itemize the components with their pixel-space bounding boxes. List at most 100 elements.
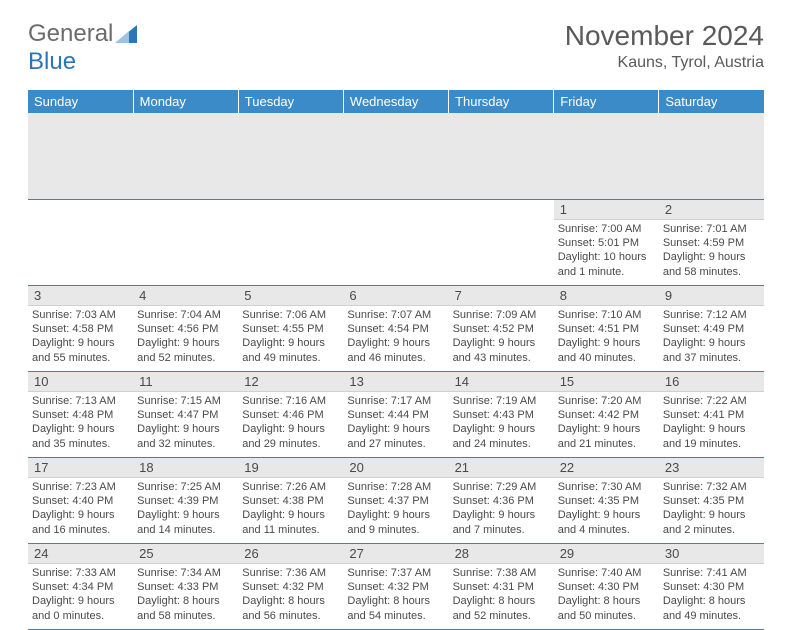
day-detail-line: Sunset: 4:42 PM [558,408,655,422]
day-number: 22 [554,458,659,478]
location: Kauns, Tyrol, Austria [565,54,764,72]
logo: General Blue [28,20,137,76]
day-detail-line: and 9 minutes. [347,523,444,537]
calendar-week-row: 24Sunrise: 7:33 AMSunset: 4:34 PMDayligh… [28,543,764,629]
weekday-header: Tuesday [238,90,343,113]
day-detail-line: Sunrise: 7:22 AM [663,394,760,408]
calendar-day-cell: 16Sunrise: 7:22 AMSunset: 4:41 PMDayligh… [659,371,764,457]
day-number: 26 [238,544,343,564]
calendar-day-cell: 27Sunrise: 7:37 AMSunset: 4:32 PMDayligh… [343,543,448,629]
day-detail-line: Daylight: 10 hours [558,250,655,264]
day-detail-line: Sunrise: 7:28 AM [347,480,444,494]
day-number: 16 [659,372,764,392]
day-details: Sunrise: 7:16 AMSunset: 4:46 PMDaylight:… [238,392,343,453]
day-details: Sunrise: 7:22 AMSunset: 4:41 PMDaylight:… [659,392,764,453]
calendar-day-cell: 26Sunrise: 7:36 AMSunset: 4:32 PMDayligh… [238,543,343,629]
day-detail-line: Sunrise: 7:34 AM [137,566,234,580]
day-detail-line: Daylight: 9 hours [137,336,234,350]
day-detail-line: Sunset: 4:52 PM [453,322,550,336]
weekday-header: Saturday [659,90,764,113]
day-detail-line: and 7 minutes. [453,523,550,537]
day-detail-line: and 27 minutes. [347,437,444,451]
day-detail-line: Daylight: 8 hours [558,594,655,608]
day-detail-line: Sunrise: 7:37 AM [347,566,444,580]
day-number: 12 [238,372,343,392]
day-number: 21 [449,458,554,478]
calendar-day-cell: 7Sunrise: 7:09 AMSunset: 4:52 PMDaylight… [449,285,554,371]
calendar-day-cell: 25Sunrise: 7:34 AMSunset: 4:33 PMDayligh… [133,543,238,629]
calendar-day-cell: 8Sunrise: 7:10 AMSunset: 4:51 PMDaylight… [554,285,659,371]
day-detail-line: Sunset: 4:33 PM [137,580,234,594]
day-detail-line: Sunset: 4:46 PM [242,408,339,422]
day-detail-line: Sunset: 4:43 PM [453,408,550,422]
day-details: Sunrise: 7:10 AMSunset: 4:51 PMDaylight:… [554,306,659,367]
day-detail-line: Daylight: 9 hours [32,508,129,522]
day-detail-line: Sunrise: 7:12 AM [663,308,760,322]
day-detail-line: Sunrise: 7:04 AM [137,308,234,322]
day-number: 29 [554,544,659,564]
calendar-day-cell: 5Sunrise: 7:06 AMSunset: 4:55 PMDaylight… [238,285,343,371]
day-detail-line: Sunset: 5:01 PM [558,236,655,250]
day-detail-line: and 52 minutes. [137,351,234,365]
day-detail-line: and 46 minutes. [347,351,444,365]
day-number: 8 [554,286,659,306]
day-detail-line: Sunset: 4:39 PM [137,494,234,508]
day-number: 7 [449,286,554,306]
day-detail-line: Sunset: 4:54 PM [347,322,444,336]
day-number: 1 [554,200,659,220]
day-detail-line: Daylight: 9 hours [137,422,234,436]
day-detail-line: and 56 minutes. [242,609,339,623]
weekday-header: Sunday [28,90,133,113]
day-detail-line: Sunset: 4:32 PM [242,580,339,594]
day-detail-line: Daylight: 9 hours [347,422,444,436]
day-detail-line: Sunrise: 7:01 AM [663,222,760,236]
calendar-day-cell: 30Sunrise: 7:41 AMSunset: 4:30 PMDayligh… [659,543,764,629]
day-details: Sunrise: 7:38 AMSunset: 4:31 PMDaylight:… [449,564,554,625]
day-detail-line: Sunset: 4:41 PM [663,408,760,422]
calendar-day-cell [238,199,343,285]
day-detail-line: Sunset: 4:56 PM [137,322,234,336]
day-detail-line: Daylight: 9 hours [663,422,760,436]
day-detail-line: Sunset: 4:58 PM [32,322,129,336]
calendar-day-cell: 9Sunrise: 7:12 AMSunset: 4:49 PMDaylight… [659,285,764,371]
header: General Blue November 2024 Kauns, Tyrol,… [0,0,792,84]
day-details: Sunrise: 7:09 AMSunset: 4:52 PMDaylight:… [449,306,554,367]
day-detail-line: and 49 minutes. [242,351,339,365]
day-detail-line: and 55 minutes. [32,351,129,365]
logo-sail-icon [115,25,137,48]
day-detail-line: Sunset: 4:49 PM [663,322,760,336]
day-detail-line: Sunrise: 7:16 AM [242,394,339,408]
day-detail-line: and 58 minutes. [137,609,234,623]
calendar-day-cell: 23Sunrise: 7:32 AMSunset: 4:35 PMDayligh… [659,457,764,543]
day-number: 28 [449,544,554,564]
day-detail-line: Daylight: 9 hours [558,508,655,522]
day-detail-line: Sunset: 4:30 PM [558,580,655,594]
day-detail-line: Sunrise: 7:10 AM [558,308,655,322]
day-detail-line: Daylight: 9 hours [242,336,339,350]
day-number: 30 [659,544,764,564]
calendar-day-cell: 21Sunrise: 7:29 AMSunset: 4:36 PMDayligh… [449,457,554,543]
day-detail-line: Daylight: 9 hours [137,508,234,522]
day-detail-line: Sunset: 4:34 PM [32,580,129,594]
day-detail-line: and 16 minutes. [32,523,129,537]
day-number: 14 [449,372,554,392]
weekday-header-row: SundayMondayTuesdayWednesdayThursdayFrid… [28,90,764,113]
day-number: 19 [238,458,343,478]
day-detail-line: Daylight: 9 hours [663,250,760,264]
day-detail-line: and 54 minutes. [347,609,444,623]
day-detail-line: and 43 minutes. [453,351,550,365]
day-detail-line: Daylight: 9 hours [242,508,339,522]
day-detail-line: Daylight: 9 hours [347,508,444,522]
calendar-day-cell [343,199,448,285]
logo-text-blue: Blue [28,48,76,75]
day-detail-line: and 4 minutes. [558,523,655,537]
day-details: Sunrise: 7:12 AMSunset: 4:49 PMDaylight:… [659,306,764,367]
day-number: 9 [659,286,764,306]
day-detail-line: Sunrise: 7:25 AM [137,480,234,494]
day-detail-line: Daylight: 9 hours [347,336,444,350]
day-number: 27 [343,544,448,564]
calendar-day-cell: 1Sunrise: 7:00 AMSunset: 5:01 PMDaylight… [554,199,659,285]
day-detail-line: Sunset: 4:59 PM [663,236,760,250]
calendar-table: SundayMondayTuesdayWednesdayThursdayFrid… [28,90,764,630]
day-details: Sunrise: 7:06 AMSunset: 4:55 PMDaylight:… [238,306,343,367]
